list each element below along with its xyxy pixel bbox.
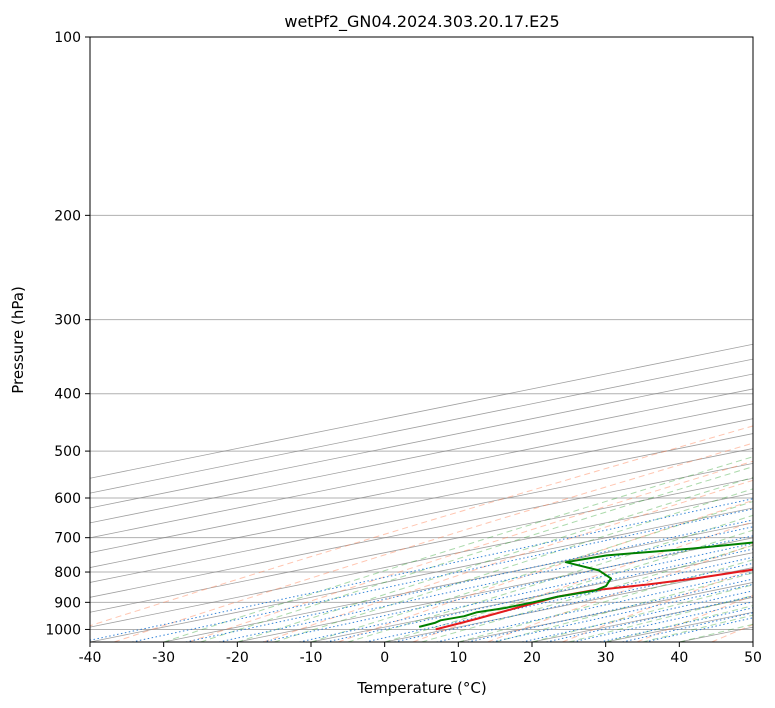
moist-adiabat-line [384, 529, 753, 642]
x-tick-label: -20 [226, 650, 249, 666]
x-tick-label: 30 [597, 650, 615, 666]
moist-adiabat-line [495, 572, 753, 642]
y-axis-label: Pressure (hPa) [9, 286, 27, 394]
dry-adiabat-line [338, 499, 753, 642]
moist-adiabat-line [310, 500, 753, 642]
x-tick-label: -30 [152, 650, 175, 666]
isotherm-line [90, 462, 753, 598]
dewpoint-profile-line [418, 541, 753, 628]
y-tick-label: 300 [54, 313, 81, 329]
x-tick-label: 10 [449, 650, 467, 666]
temperature-profile-line [435, 568, 753, 631]
isotherm-line [90, 448, 753, 583]
y-tick-label: 700 [54, 531, 81, 547]
plot-frame [89, 36, 754, 643]
isotherm-line [90, 477, 753, 613]
mixing-ratio-line [90, 498, 753, 641]
y-tick-label: 800 [54, 565, 81, 581]
x-tick-label: 0 [380, 650, 389, 666]
dry-adiabat-line [113, 442, 753, 642]
moist-adiabat-line [568, 595, 753, 642]
x-tick-label: 40 [670, 650, 688, 666]
y-tick-label: 600 [54, 491, 81, 507]
x-tick-label: -10 [300, 650, 323, 666]
y-tick-label: 400 [54, 387, 81, 403]
y-tick-label: 1000 [45, 622, 81, 638]
y-axis-ticks: 1000 900 800 700 600 500 400 300 200 100 [45, 30, 90, 638]
x-tick-label: 20 [523, 650, 541, 666]
moist-adiabat-line [421, 544, 753, 642]
mixing-ratio-line [218, 526, 753, 642]
chart-title: wetPf2_GN04.2024.303.20.17.E25 [284, 12, 559, 32]
isotherm-line [163, 522, 753, 642]
mixing-ratio-line [394, 562, 753, 642]
dry-adiabat-line [412, 521, 753, 642]
isotherm-line [237, 537, 753, 642]
y-tick-label: 900 [54, 595, 81, 611]
y-tick-label: 500 [54, 444, 81, 460]
dry-adiabat-line [263, 479, 753, 642]
x-tick-label: 50 [744, 650, 762, 666]
profiles [418, 541, 753, 631]
moist-adiabat-line [274, 488, 753, 642]
dry-adiabat-line [188, 460, 753, 642]
mixing-ratio-line [436, 571, 753, 642]
dry-adiabat-line [636, 595, 753, 642]
isotherm-line [90, 492, 753, 628]
isotherm-line [90, 418, 753, 554]
y-tick-label: 200 [54, 208, 81, 224]
moist-adiabat-line [237, 476, 753, 642]
x-axis-label: Temperature (°C) [356, 679, 486, 697]
x-axis-ticks: -40 -30 -20 -10 0 10 20 30 40 50 [79, 642, 762, 666]
x-tick-label: -40 [79, 650, 102, 666]
isotherm-line [90, 507, 753, 642]
y-tick-label: 100 [54, 30, 81, 46]
moist-adiabat-line [200, 466, 753, 642]
isotherm-line [90, 433, 753, 568]
